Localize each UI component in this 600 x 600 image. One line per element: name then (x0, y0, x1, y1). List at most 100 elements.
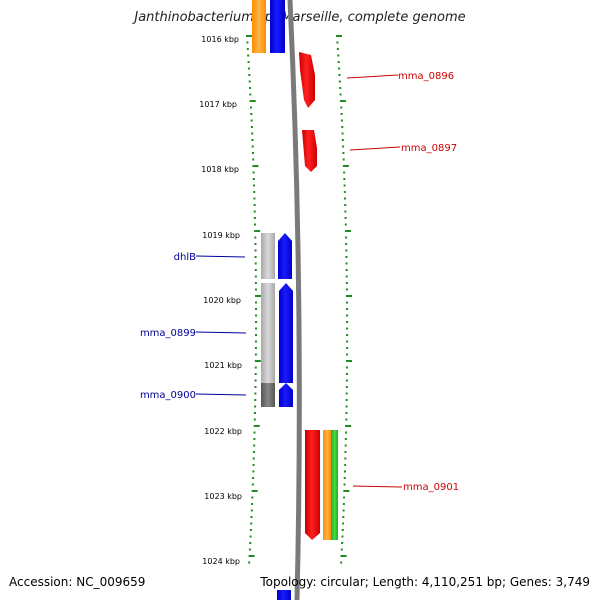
tick-mark (346, 308, 349, 310)
tick-mark (251, 483, 254, 486)
tick-mark (248, 561, 251, 564)
tick-mark (344, 217, 347, 219)
tick-mark (253, 210, 256, 213)
tick-mark (337, 61, 340, 63)
tick-mark (339, 87, 342, 89)
tick-mark (247, 61, 250, 63)
tick-mark (343, 191, 346, 193)
tick-mark (253, 438, 256, 440)
gene-label-dhlb: dhlB (174, 252, 196, 263)
tick-mark (253, 444, 256, 447)
tick-mark (345, 431, 348, 434)
tick-mark (254, 230, 261, 232)
tick-mark (252, 464, 255, 466)
tick-mark (344, 204, 347, 206)
tick-mark (252, 171, 255, 174)
tick-mark (254, 399, 257, 401)
tick-mark (342, 158, 345, 161)
tick-mark (249, 529, 252, 531)
tick-mark (254, 347, 257, 349)
kbp-label: 1017 kbp (199, 100, 237, 109)
tick-mark (341, 132, 344, 135)
tick-mark (343, 171, 346, 174)
tick-mark (345, 399, 348, 401)
tick-mark (340, 548, 343, 551)
kbp-label: 1024 kbp (202, 557, 240, 566)
tick-mark (254, 275, 257, 278)
tick-mark (253, 204, 256, 206)
tick-mark (254, 269, 257, 271)
tick-mark (345, 236, 348, 239)
tick-mark (341, 529, 344, 531)
genome-backbone (287, 0, 302, 600)
kbp-label: 1018 kbp (201, 165, 239, 174)
tick-mark (253, 431, 256, 434)
tick-mark (337, 54, 340, 57)
tick-mark (249, 87, 252, 89)
tick-mark (255, 314, 258, 317)
gene-label-mma-0896: mma_0896 (398, 71, 454, 82)
tick-mark (252, 158, 255, 161)
tick-mark (253, 412, 256, 414)
tick-mark (345, 386, 348, 388)
tick-mark (340, 119, 343, 122)
tick-mark (251, 139, 254, 141)
tick-mark (346, 334, 349, 336)
tick-mark (344, 438, 347, 440)
gene-mma-0901 (305, 430, 320, 540)
gene-mma-0901-orange (323, 430, 331, 540)
tick-mark (341, 139, 344, 141)
gene-dhlb (278, 233, 292, 279)
tick-mark (248, 555, 255, 557)
tick-mark (254, 386, 257, 388)
tick-mark (251, 490, 258, 492)
tick-mark (250, 113, 253, 115)
tick-mark (254, 405, 257, 408)
tick-mark (248, 74, 251, 76)
tick-mark (339, 100, 346, 102)
tick-mark (344, 210, 347, 213)
tick-mark (249, 93, 252, 96)
feature-orange-top (252, 0, 266, 53)
tick-mark (336, 41, 339, 44)
tick-mark (251, 496, 254, 499)
tick-mark (247, 67, 250, 70)
tick-mark (338, 74, 341, 76)
tick-mark (336, 35, 342, 37)
tick-mark (246, 41, 249, 44)
tick-mark (247, 54, 250, 57)
tick-mark (249, 542, 252, 544)
gene-dhlb-shade (261, 233, 275, 279)
tick-mark (255, 321, 258, 323)
tick-mark (341, 535, 344, 538)
tick-mark (251, 132, 254, 135)
tick-mark (254, 340, 257, 343)
tick-mark (253, 197, 256, 200)
tick-mark (254, 295, 261, 297)
tick-mark (345, 262, 348, 265)
tick-mark (340, 113, 343, 115)
tick-mark (255, 308, 258, 310)
gene-mma-0899-shade (261, 283, 275, 383)
tick-mark (342, 152, 345, 154)
tick-mark (246, 48, 249, 50)
tick-mark (346, 301, 349, 304)
leader-mma-0901 (352, 485, 403, 488)
tick-mark (346, 347, 349, 349)
tick-mark (343, 483, 346, 486)
right-tick-track (336, 35, 353, 564)
tick-mark (254, 379, 257, 382)
tick-mark (345, 412, 348, 414)
tick-mark (340, 555, 347, 557)
tick-mark (251, 145, 254, 148)
tick-mark (346, 327, 349, 330)
tick-mark (254, 334, 257, 336)
tick-mark (249, 535, 252, 538)
tick-mark (254, 282, 257, 284)
gene-label-mma-0897: mma_0897 (401, 143, 457, 154)
tick-mark (255, 301, 258, 304)
tick-mark (342, 509, 345, 512)
tick-mark (254, 392, 257, 395)
gene-mma-0900 (279, 383, 293, 407)
